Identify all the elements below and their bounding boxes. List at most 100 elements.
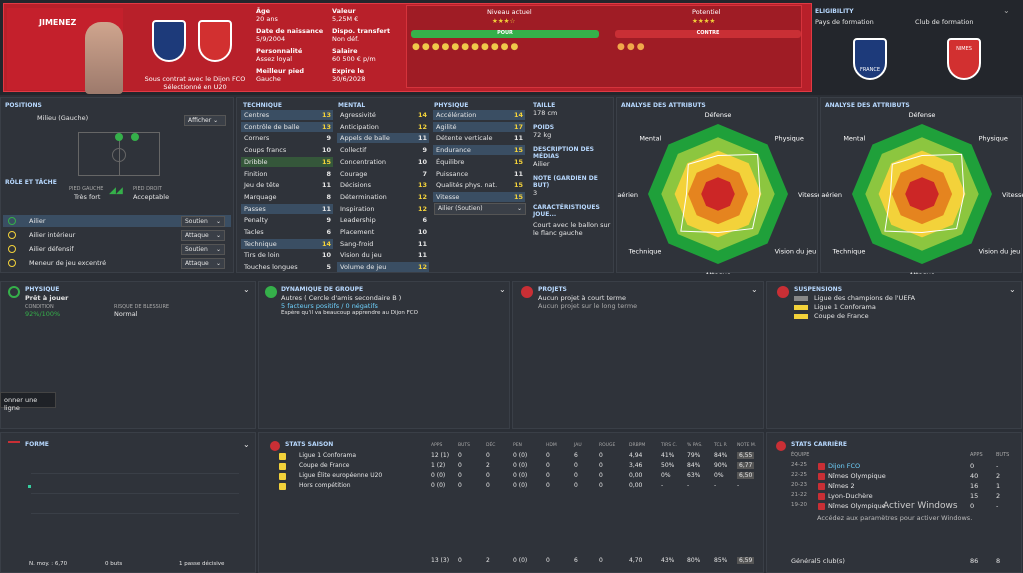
radar-panel-2: ANALYSE DES ATTRIBUTS Défense Physique Vit… — [820, 97, 1023, 274]
projects-line1: Aucun projet à court terme — [538, 294, 626, 302]
duty-select[interactable]: Soutien ⌄ — [181, 244, 225, 255]
dijon-crest-icon — [198, 20, 232, 62]
career-team[interactable]: Lyon-Duchère — [828, 492, 873, 500]
role-select[interactable]: Ailier (Soutien) ⌄ — [434, 203, 526, 215]
stats-total-cell: 2 — [486, 557, 490, 564]
career-team[interactable]: Nîmes Olympique — [828, 502, 886, 510]
form-point — [28, 485, 31, 488]
competition-name[interactable]: Hors compétition — [299, 482, 351, 489]
stats-cell: 2 — [486, 462, 490, 469]
career-team[interactable]: Nîmes Olympique — [828, 472, 886, 480]
role-row[interactable]: Ailier Soutien ⌄ — [3, 215, 231, 227]
attribute-row: Passes 11 — [241, 203, 333, 214]
suspensions-chevron-icon[interactable]: ⌄ — [1009, 285, 1016, 294]
form-chart — [28, 453, 239, 553]
competition-name[interactable]: Coupe de France — [299, 462, 350, 469]
career-total-apps: 86 — [970, 557, 979, 565]
attribute-row: Détente verticale 11 — [433, 133, 525, 143]
attribute-value: 9 — [422, 146, 427, 155]
form-title[interactable]: FORME — [25, 441, 49, 448]
stats-cell: 6,77 — [737, 462, 755, 469]
stats-cell: - — [687, 482, 690, 489]
stats-cell: 0 (0) — [513, 472, 528, 479]
potential-stars: ★★★★ — [692, 17, 716, 25]
role-row[interactable]: Ailier intérieur Attaque ⌄ — [3, 229, 231, 241]
attribute-row: Endurance 15 — [433, 145, 525, 156]
tooltip: onner une ligne — [0, 392, 56, 412]
pitch — [78, 132, 160, 176]
stats-cell: 84% — [687, 462, 701, 469]
projects-chevron-icon[interactable]: ⌄ — [751, 285, 758, 294]
salary-label: Salaire — [332, 47, 358, 55]
career-goals-header: BUTS — [996, 452, 1010, 458]
role-row[interactable]: Ailier défensif Soutien ⌄ — [3, 243, 231, 255]
projects-icon — [521, 286, 533, 298]
duty-select[interactable]: Soutien ⌄ — [181, 216, 225, 227]
duty-label: Soutien — [185, 218, 208, 225]
duty-select[interactable]: Attaque ⌄ — [181, 258, 225, 269]
traits-value: Court avec le ballon sur le flanc gauche — [533, 221, 611, 237]
suspensions-title[interactable]: SUSPENSIONS — [794, 286, 843, 293]
group-title[interactable]: DYNAMIQUE DE GROUPE — [281, 286, 364, 293]
chevron-down-icon: ⌄ — [215, 260, 221, 267]
radar-title-1: ANALYSE DES ATTRIBUTS — [621, 102, 706, 109]
positive-traits-icons[interactable]: ●●●●●●●●●●● — [412, 42, 521, 52]
competition-name[interactable]: Ligue 1 Conforama — [299, 452, 357, 459]
negative-traits-icons[interactable]: ●●● — [617, 42, 647, 52]
show-button[interactable]: Afficher ⌄ — [184, 115, 226, 126]
group-chevron-icon[interactable]: ⌄ — [499, 285, 506, 294]
attribute-value: 11 — [321, 204, 331, 213]
role-row[interactable]: Meneur de jeu excentré Attaque ⌄ — [3, 257, 231, 269]
role-title: RÔLE ET TÂCHE — [5, 179, 57, 186]
attribute-name: Collectif — [340, 146, 367, 155]
attribute-name: Appels de balle — [340, 134, 390, 143]
attribute-row: Finition 8 — [241, 169, 333, 179]
projects-title[interactable]: PROJETS — [538, 286, 567, 293]
attribute-value: 12 — [417, 204, 427, 213]
physical-status-title[interactable]: PHYSIQUE — [25, 286, 60, 293]
stats-cell: 0 — [599, 482, 603, 489]
mental-title: MENTAL — [338, 102, 366, 109]
attribute-row: Placement 10 — [337, 227, 429, 237]
height-label: TAILLE — [533, 102, 556, 109]
competition-name[interactable]: Ligue Élite européenne U20 — [299, 472, 383, 479]
attribute-name: Endurance — [436, 146, 471, 155]
injury-value: Normal — [114, 310, 138, 318]
role-name: Ailier — [29, 217, 46, 225]
radar-label: Vision du jeu — [775, 248, 817, 256]
birth-value: 5/9/2004 — [256, 35, 286, 43]
form-chevron-icon[interactable]: ⌄ — [243, 440, 250, 449]
duty-select[interactable]: Attaque ⌄ — [181, 230, 225, 241]
season-stats-title[interactable]: STATS SAISON — [285, 441, 334, 448]
attribute-value: 12 — [417, 192, 427, 201]
technique-title: TECHNIQUE — [243, 102, 282, 109]
attribute-name: Finition — [244, 169, 268, 178]
attribute-row: Agressivité 14 — [337, 110, 429, 120]
form-grid-line — [31, 473, 239, 474]
career-season: 22-25 — [791, 472, 807, 478]
stats-cell: 0 — [599, 472, 603, 479]
duty-label: Attaque — [185, 260, 209, 267]
career-apps: 0 — [970, 502, 975, 510]
collapse-icon[interactable]: ⌄ — [1003, 6, 1010, 15]
positions-title[interactable]: POSITIONS — [5, 102, 42, 109]
stats-total-cell: 0 — [599, 557, 603, 564]
attribute-value: 14 — [321, 239, 331, 248]
stats-cell: - — [714, 482, 717, 489]
stats-header: HDM — [546, 443, 557, 448]
attribute-value: 11 — [417, 251, 427, 260]
stats-cell: 6,50 — [737, 472, 755, 479]
radar-label: Jeu aérien — [617, 191, 638, 199]
career-title[interactable]: STATS CARRIÈRE — [791, 441, 847, 448]
stats-cell: 0 — [486, 452, 490, 459]
attribute-name: Agilité — [436, 122, 457, 131]
career-team[interactable]: Dijon FCO — [828, 462, 861, 470]
stats-cell: 0 — [599, 462, 603, 469]
foot-label: Meilleur pied — [256, 67, 305, 75]
career-apps: 40 — [970, 472, 979, 480]
physical-chevron-icon[interactable]: ⌄ — [243, 285, 250, 294]
attribute-row: Qualités phys. nat. 15 — [433, 180, 525, 190]
career-team[interactable]: Nîmes 2 — [828, 482, 855, 490]
stats-cell: 0 — [574, 472, 578, 479]
eligibility-title[interactable]: ELIGIBILITY — [815, 8, 854, 15]
